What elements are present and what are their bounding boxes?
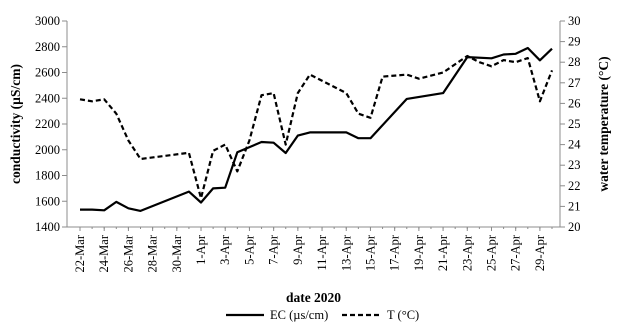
- x-tick-label: 5-Apr: [242, 234, 256, 265]
- y-right-tick-label: 25: [568, 117, 581, 131]
- legend-label-conductivity: EC (µs/cm): [270, 308, 328, 322]
- x-tick-label: 1-Apr: [194, 234, 208, 265]
- y-left-tick-label: 2600: [35, 66, 60, 80]
- y-left-tick-label: 1800: [35, 169, 60, 183]
- y-left-tick-label: 2000: [35, 143, 60, 157]
- x-tick-label: 15-Apr: [363, 234, 377, 271]
- y-right-tick-label: 24: [568, 138, 581, 152]
- x-axis-title: date 2020: [286, 290, 341, 305]
- x-tick-label: 9-Apr: [291, 234, 305, 265]
- x-tick-label: 3-Apr: [218, 234, 232, 265]
- x-tick-label: 17-Apr: [388, 234, 402, 271]
- y-right-tick-label: 23: [568, 158, 581, 172]
- y-axis-left-title: conductivity (µS/cm): [8, 64, 23, 184]
- x-tick-label: 25-Apr: [484, 234, 498, 271]
- y-axis-right-title: water temperature (°C): [596, 56, 611, 191]
- x-tick-label: 13-Apr: [339, 234, 353, 271]
- x-tick-label: 21-Apr: [436, 234, 450, 271]
- x-tick-label: 7-Apr: [267, 234, 281, 265]
- x-tick-label: 23-Apr: [460, 234, 474, 271]
- x-tick-label: 27-Apr: [509, 234, 523, 271]
- temperature-series-line: [79, 54, 554, 200]
- y-right-tick-label: 21: [568, 199, 581, 213]
- y-right-tick-label: 26: [568, 96, 581, 110]
- y-right-tick-label: 28: [568, 55, 581, 69]
- x-tick-label: 11-Apr: [315, 234, 329, 270]
- y-left-tick-label: 1600: [35, 194, 60, 208]
- y-right-tick-label: 29: [568, 35, 581, 49]
- y-right-tick-label: 22: [568, 179, 581, 193]
- x-tick-label: 28-Mar: [146, 234, 160, 272]
- conductivity-series-line: [80, 46, 553, 212]
- y-right-tick-label: 20: [568, 220, 581, 234]
- y-left-tick-label: 1400: [35, 220, 60, 234]
- y-right-tick-label: 27: [568, 76, 581, 90]
- y-left-tick-label: 2200: [35, 117, 60, 131]
- x-tick-label: 22-Mar: [73, 234, 87, 272]
- x-tick-label: 24-Mar: [97, 234, 111, 272]
- y-left-tick-label: 2800: [35, 40, 60, 54]
- y-left-tick-label: 2400: [35, 91, 60, 105]
- x-tick-label: 19-Apr: [412, 234, 426, 271]
- legend-label-temperature: T (°C): [387, 308, 419, 322]
- y-right-tick-label: 30: [568, 14, 581, 28]
- x-tick-label: 30-Mar: [170, 234, 184, 272]
- y-left-tick-label: 3000: [35, 14, 60, 28]
- x-tick-label: 26-Mar: [121, 234, 135, 272]
- x-tick-label: 29-Apr: [533, 234, 547, 271]
